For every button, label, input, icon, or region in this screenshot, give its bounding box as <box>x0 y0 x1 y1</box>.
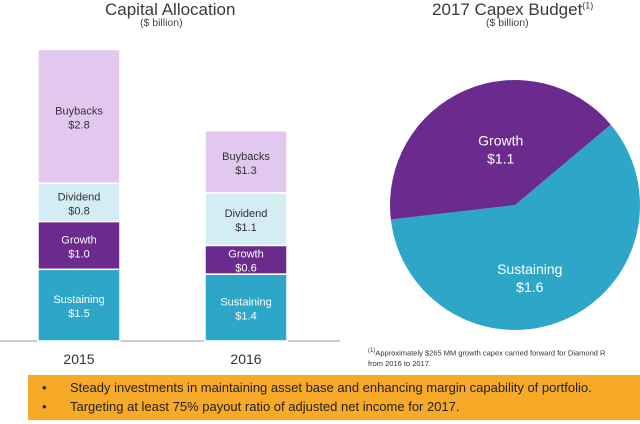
x-tick-label-2015: 2015 <box>63 351 94 367</box>
bullet-marker: • <box>42 399 47 414</box>
bar-value-buybacks-2016: $1.3 <box>235 165 256 177</box>
pie-chart-title: 2017 Capex Budget(1) <box>432 0 593 20</box>
bar-value-sustaining-2015: $1.5 <box>68 308 89 320</box>
bar-label-growth-2015: Growth <box>61 234 96 246</box>
pie-chart-title-footnote-marker: (1) <box>582 0 594 11</box>
bar-value-sustaining-2016: $1.4 <box>235 311 256 323</box>
key-point-text: Steady investments in maintaining asset … <box>70 380 592 395</box>
bar-label-dividend-2016: Dividend <box>225 208 268 220</box>
bar-chart-subtitle: ($ billion) <box>140 17 183 29</box>
bullet-marker: • <box>42 380 47 395</box>
key-point-1: • Steady investments in maintaining asset… <box>42 380 592 395</box>
footnote-marker: (1) <box>368 348 376 354</box>
bar-chart-title: Capital Allocation <box>105 0 236 19</box>
pie-value-sustaining: $1.6 <box>516 279 543 295</box>
bar-label-sustaining-2015: Sustaining <box>53 294 104 306</box>
bar-value-dividend-2015: $0.8 <box>68 205 89 217</box>
pie-label-growth: Growth <box>478 132 523 148</box>
key-points-callout: • Steady investments in maintaining asset… <box>28 375 640 420</box>
bar-label-growth-2016: Growth <box>228 249 263 261</box>
footnote: (1)Approximately $265 MM growth capex ca… <box>368 346 640 369</box>
footnote-line-1: (1)Approximately $265 MM growth capex ca… <box>368 346 640 359</box>
key-point-2: • Targeting at least 75% payout ratio of … <box>42 399 460 414</box>
bar-value-dividend-2016: $1.1 <box>235 222 256 234</box>
bar-segment-sustaining-2016 <box>204 273 288 342</box>
bar-label-dividend-2015: Dividend <box>58 191 101 203</box>
bar-value-buybacks-2015: $2.8 <box>68 119 89 131</box>
footnote-line-2: from 2016 to 2017. <box>368 358 431 368</box>
x-tick-label-2016: 2016 <box>230 351 261 367</box>
bar-label-buybacks-2016: Buybacks <box>222 151 270 163</box>
bar-segment-sustaining-2015 <box>37 268 121 342</box>
bar-label-buybacks-2015: Buybacks <box>55 105 103 117</box>
footnote-text: Approximately $265 MM growth capex carri… <box>375 348 606 358</box>
bar-label-sustaining-2016: Sustaining <box>220 297 271 309</box>
bar-value-growth-2015: $1.0 <box>68 248 89 260</box>
key-point-text: Targeting at least 75% payout ratio of a… <box>70 399 460 414</box>
bar-segment-buybacks-2015 <box>37 48 121 185</box>
pie-value-growth: $1.1 <box>487 150 514 166</box>
bar-value-growth-2016: $0.6 <box>235 263 256 275</box>
pie-chart-title-text: 2017 Capex Budget <box>432 0 583 19</box>
pie-slice-sustaining <box>390 124 640 331</box>
pie-label-sustaining: Sustaining <box>497 261 562 277</box>
bar-segment-dividend-2016 <box>204 192 288 247</box>
bar-segment-buybacks-2016 <box>204 129 288 194</box>
pie-slice-growth <box>390 80 611 220</box>
pie-chart-subtitle: ($ billion) <box>486 17 529 29</box>
